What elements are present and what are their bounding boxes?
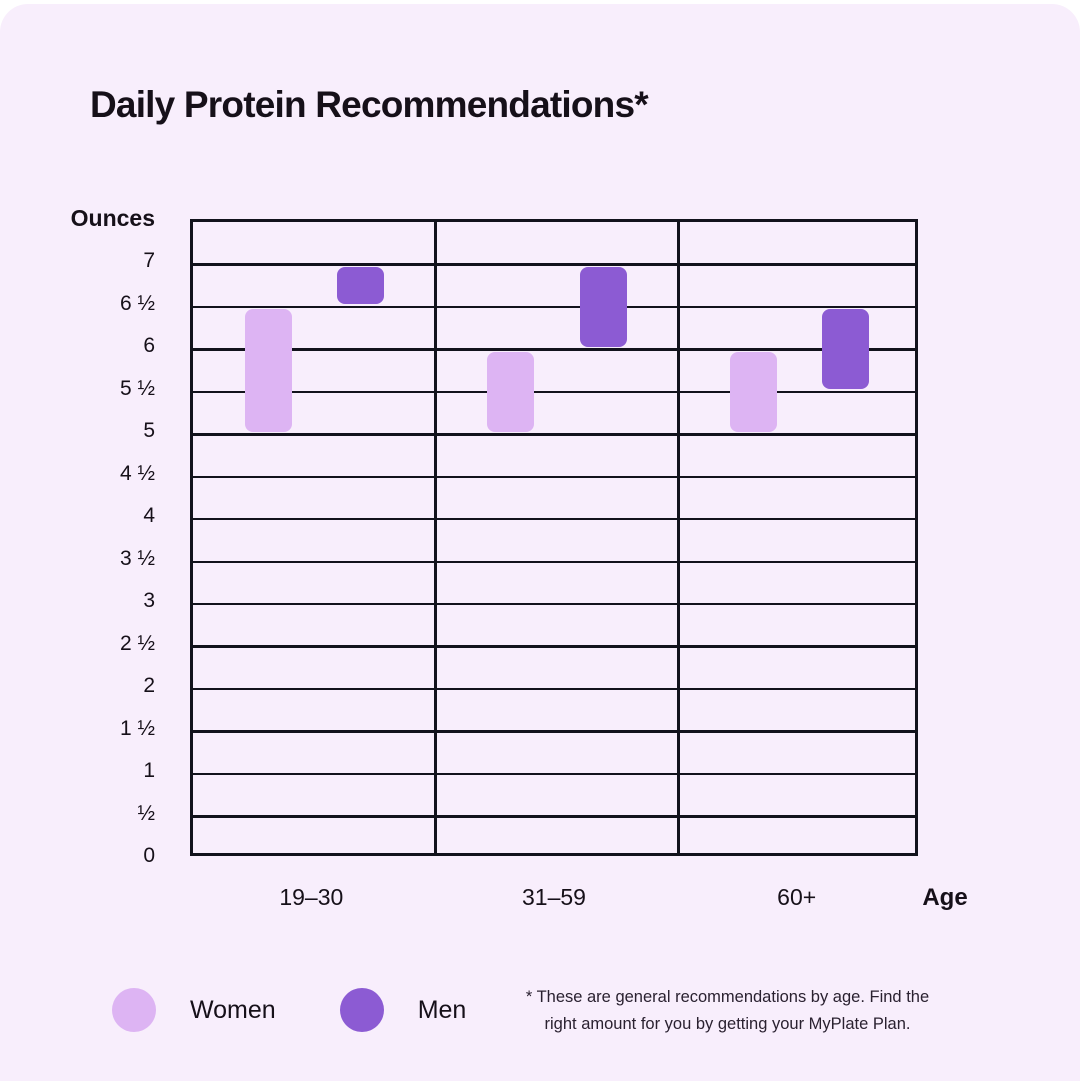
x-tick-label: 60+ xyxy=(777,884,817,910)
y-tick-label: 3 xyxy=(143,589,155,613)
men-swatch-icon xyxy=(339,988,384,1032)
gridline-v xyxy=(676,222,681,853)
y-tick-label: 5 ½ xyxy=(119,376,155,400)
legend-item-women: Women xyxy=(112,988,276,1032)
y-tick-label: 4 xyxy=(143,504,155,528)
page-title: Daily Protein Recommendations* xyxy=(90,84,649,125)
y-tick-label: 6 ½ xyxy=(119,291,155,315)
chart-grid xyxy=(190,219,918,856)
gridline-h xyxy=(193,390,915,394)
y-tick-label: 4 ½ xyxy=(119,461,155,485)
legend-label-men: Men xyxy=(417,995,467,1024)
gridline-h xyxy=(193,687,915,691)
gridline-v xyxy=(433,222,438,853)
gridline-h xyxy=(193,348,915,351)
footnote-line-2: right amount for you by getting your MyP… xyxy=(544,1015,911,1033)
range-bar-men-2 xyxy=(579,266,627,347)
y-tick-label: 1 ½ xyxy=(119,716,155,740)
gridline-h xyxy=(193,815,915,818)
y-tick-label: 7 xyxy=(143,249,155,273)
gridline-h xyxy=(193,730,915,733)
range-bar-men-3 xyxy=(822,309,870,390)
women-swatch-icon xyxy=(112,988,156,1032)
range-bar-women-2 xyxy=(487,351,535,432)
gridline-h xyxy=(193,603,915,606)
y-axis-title: Ounces xyxy=(70,205,155,231)
range-bar-women-3 xyxy=(730,351,778,432)
y-tick-label: 6 xyxy=(143,334,155,358)
legend: Women Men xyxy=(112,988,466,1032)
range-bar-women-1 xyxy=(244,309,292,432)
footnote: * These are general recommendations by a… xyxy=(500,984,955,1038)
x-tick-label: 19–30 xyxy=(279,884,344,910)
range-bar-men-1 xyxy=(336,266,384,305)
gridline-h xyxy=(193,475,915,478)
x-tick-label: 31–59 xyxy=(522,884,586,910)
footnote-line-1: * These are general recommendations by a… xyxy=(525,988,930,1006)
y-tick-label: ½ xyxy=(137,801,155,825)
gridline-h xyxy=(193,560,915,563)
y-tick-label: 2 xyxy=(143,674,155,698)
gridline-h xyxy=(193,518,915,521)
gridline-h xyxy=(193,645,915,648)
y-tick-label: 3 ½ xyxy=(119,546,155,570)
gridline-h xyxy=(193,263,915,266)
y-tick-label: 5 xyxy=(143,419,155,443)
gridline-h xyxy=(193,772,915,776)
legend-item-men: Men xyxy=(339,988,467,1032)
infographic-card: Daily Protein Recommendations* Ounces 0 ½… xyxy=(0,4,1080,1081)
gridline-h xyxy=(193,433,915,436)
y-tick-label: 1 xyxy=(143,759,155,783)
y-tick-label: 0 xyxy=(143,844,155,867)
x-axis-title: Age xyxy=(922,884,968,911)
gridline-h xyxy=(193,305,915,309)
legend-label-women: Women xyxy=(190,995,276,1024)
y-tick-label: 2 ½ xyxy=(119,631,155,655)
